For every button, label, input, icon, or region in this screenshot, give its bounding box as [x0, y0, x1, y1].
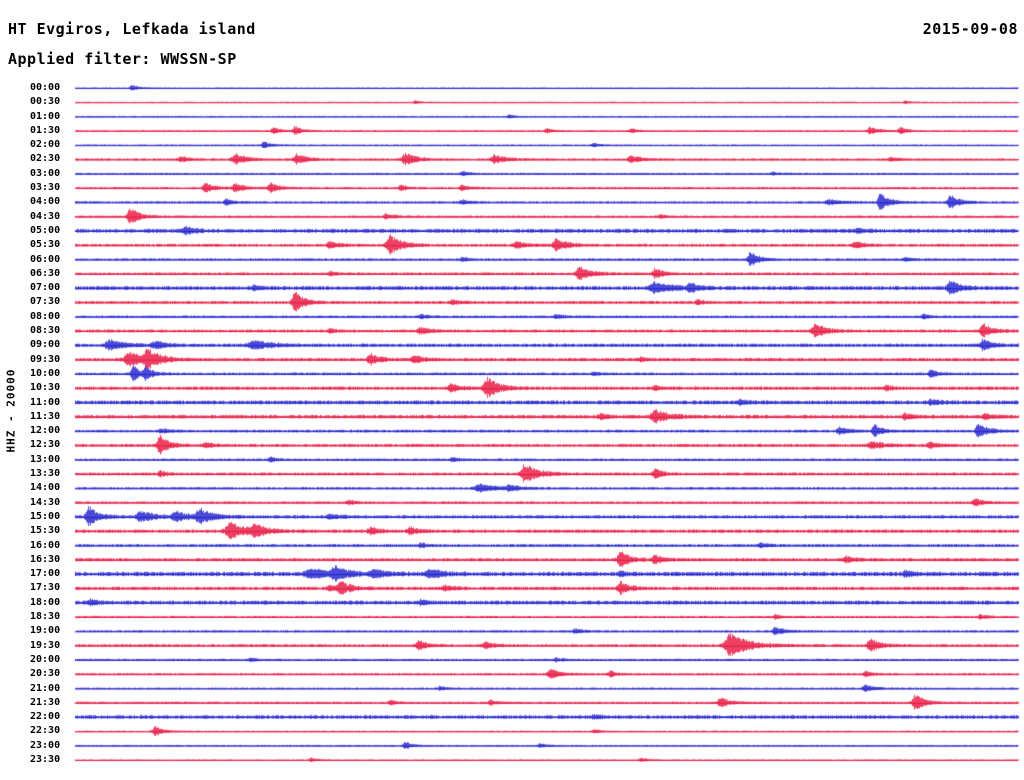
time-label: 05:00	[30, 224, 61, 236]
time-label: 06:00	[30, 253, 61, 265]
time-label: 10:00	[30, 367, 61, 379]
time-label: 16:00	[30, 539, 61, 551]
time-label: 02:30	[30, 153, 61, 165]
time-label: 00:00	[30, 82, 61, 93]
time-label: 11:30	[30, 410, 61, 422]
time-label: 15:00	[30, 510, 61, 522]
time-label: 07:30	[30, 296, 61, 308]
time-label: 23:00	[30, 739, 61, 751]
time-label: 08:30	[30, 325, 61, 337]
time-label: 22:30	[30, 725, 61, 737]
time-label: 13:00	[30, 453, 61, 465]
time-label: 09:00	[30, 339, 61, 351]
time-label: 13:30	[30, 468, 61, 480]
station-title: HT Evgiros, Lefkada island	[8, 20, 256, 38]
time-label: 18:00	[30, 596, 61, 608]
time-label: 16:30	[30, 553, 61, 565]
time-label-column: 00:00 00:30 01:00 01:30 02:00 02:30 03:00 03:30…	[0, 0, 70, 780]
time-label: 19:00	[30, 625, 61, 637]
time-label: 19:30	[30, 639, 61, 651]
time-label: 00:30	[30, 96, 61, 108]
time-label: 05:30	[30, 239, 61, 251]
date-label: 2015-09-08	[922, 20, 1018, 38]
time-label: 12:00	[30, 425, 61, 437]
time-label: 04:00	[30, 196, 61, 208]
time-label: 20:30	[30, 668, 61, 680]
time-label: 04:30	[30, 210, 61, 222]
time-label: 07:00	[30, 282, 61, 294]
time-label: 21:00	[30, 682, 61, 694]
filter-label: Applied filter: WWSSN-SP	[8, 50, 237, 68]
time-label: 03:00	[30, 167, 61, 179]
time-label: 14:00	[30, 482, 61, 494]
time-label: 10:30	[30, 382, 61, 394]
time-label: 12:30	[30, 439, 61, 451]
time-label: 22:00	[30, 711, 61, 723]
time-label: 17:30	[30, 582, 61, 594]
time-label: 11:00	[30, 396, 61, 408]
time-label: 01:00	[30, 110, 61, 122]
time-label: 15:30	[30, 525, 61, 537]
time-label: 06:30	[30, 267, 61, 279]
time-label: 01:30	[30, 124, 61, 136]
time-label: 23:30	[30, 754, 61, 765]
time-label: 03:30	[30, 182, 61, 194]
time-label: 09:30	[30, 353, 61, 365]
time-label: 02:00	[30, 139, 61, 151]
time-label: 20:00	[30, 653, 61, 665]
time-label: 14:30	[30, 496, 61, 508]
time-label: 08:00	[30, 310, 61, 322]
time-label: 21:30	[30, 696, 61, 708]
time-label: 17:00	[30, 568, 61, 580]
time-label: 18:30	[30, 611, 61, 623]
